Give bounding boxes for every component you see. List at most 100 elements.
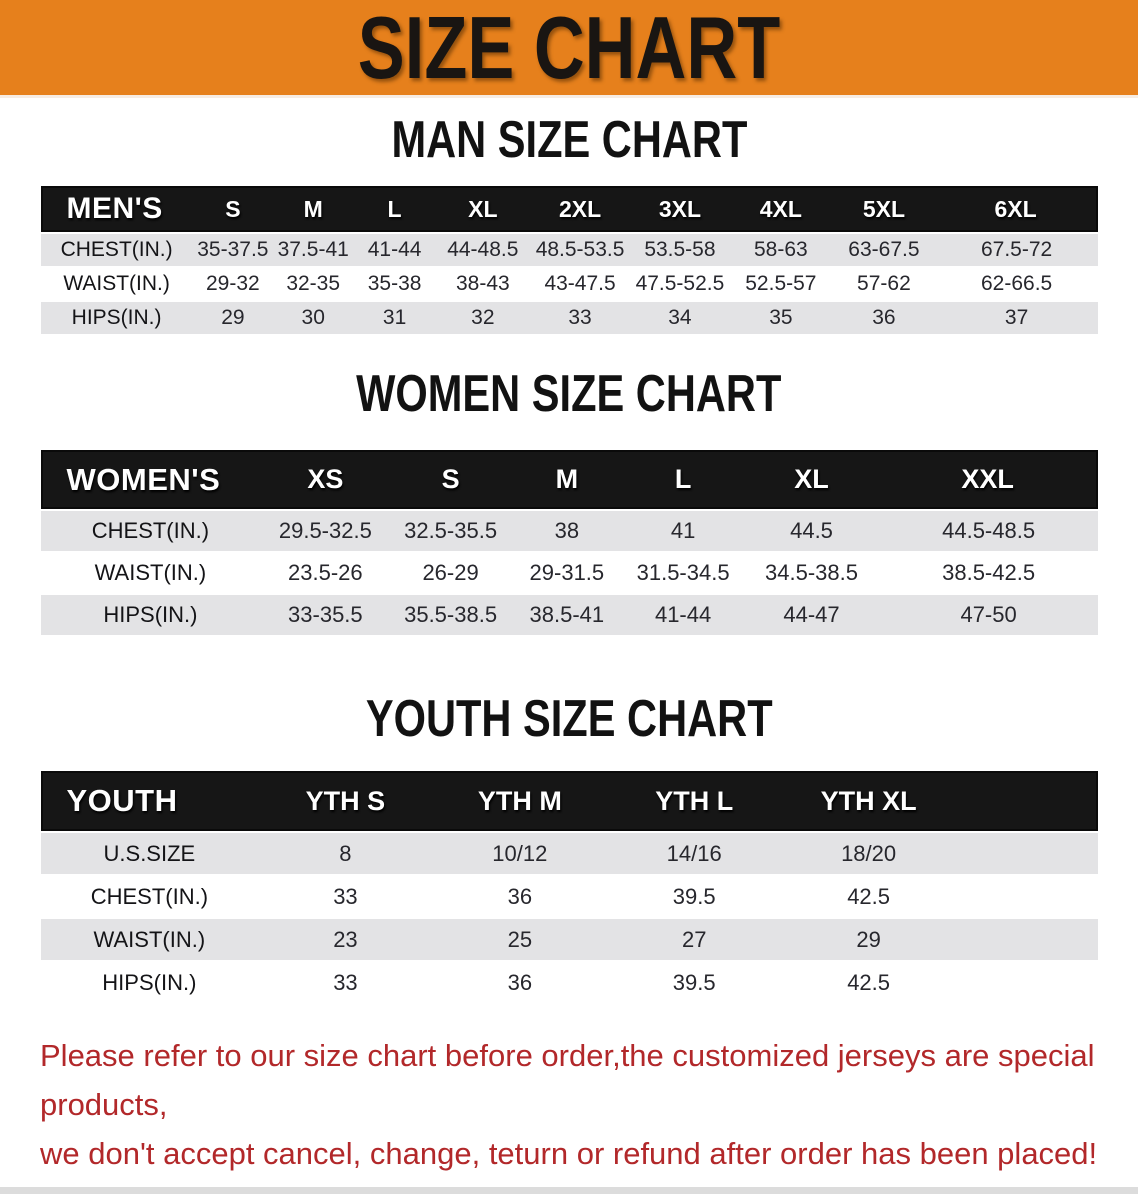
- row-label: HIPS(IN.): [40, 962, 259, 1003]
- size-column-header: M: [273, 186, 354, 232]
- size-value-cell: 31.5-34.5: [622, 553, 744, 593]
- row-label: CHEST(IN.): [40, 511, 261, 551]
- table-row: WAIST(IN.) 23.5-26 26-29 29-31.5 31.5-34.5 34…: [40, 553, 1098, 593]
- notice-line-1: Please refer to our size chart before or…: [40, 1038, 1095, 1122]
- spacer-cell: [955, 833, 1098, 874]
- size-value-cell: 36: [832, 302, 936, 334]
- size-value-cell: 53.5-58: [630, 234, 730, 266]
- size-value-cell: 8: [258, 833, 433, 874]
- table-header-row: YOUTH YTH S YTH M YTH L YTH XL: [40, 771, 1098, 831]
- size-value-cell: 29: [781, 919, 956, 960]
- size-value-cell: 44-48.5: [435, 234, 530, 266]
- row-label: U.S.SIZE: [40, 833, 259, 874]
- size-value-cell: 41-44: [622, 595, 744, 635]
- size-value-cell: 32.5-35.5: [390, 511, 511, 551]
- size-value-cell: 36: [432, 962, 608, 1003]
- size-value-cell: 35-37.5: [192, 234, 274, 266]
- size-value-cell: 41: [622, 511, 744, 551]
- size-column-header: S: [192, 186, 274, 232]
- size-value-cell: 38.5-42.5: [879, 553, 1098, 593]
- table-row: U.S.SIZE 8 10/12 14/16 18/20: [40, 833, 1098, 874]
- table-header-row: MEN'S S M L XL 2XL 3XL 4XL 5XL 6XL: [40, 186, 1098, 232]
- size-column-header: 5XL: [832, 186, 936, 232]
- table-row: WAIST(IN.) 23 25 27 29: [40, 919, 1098, 960]
- size-column-header: 3XL: [630, 186, 730, 232]
- size-value-cell: 43-47.5: [529, 268, 631, 300]
- size-value-cell: 37: [935, 302, 1098, 334]
- size-value-cell: 44.5-48.5: [879, 511, 1098, 551]
- row-label: HIPS(IN.): [40, 302, 193, 334]
- size-value-cell: 32-35: [273, 268, 354, 300]
- size-value-cell: 35.5-38.5: [390, 595, 511, 635]
- size-value-cell: 30: [273, 302, 354, 334]
- size-value-cell: 29-31.5: [510, 553, 623, 593]
- size-value-cell: 47.5-52.5: [630, 268, 730, 300]
- size-value-cell: 57-62: [832, 268, 936, 300]
- size-column-header: L: [622, 450, 744, 509]
- size-value-cell: 29.5-32.5: [260, 511, 391, 551]
- youth-size-section: YOUTH SIZE CHART YOUTH YTH S YTH M YTH L YTH…: [0, 691, 1138, 1005]
- size-column-header: M: [510, 450, 623, 509]
- spacer-header-cell: [955, 771, 1098, 831]
- size-column-header: XXL: [879, 450, 1098, 509]
- size-value-cell: 33: [258, 876, 433, 917]
- youth-section-heading: YOUTH SIZE CHART: [0, 691, 1138, 747]
- table-row: CHEST(IN.) 35-37.5 37.5-41 41-44 44-48.5 48.5…: [40, 234, 1098, 266]
- size-column-header: XS: [260, 450, 391, 509]
- row-label: WAIST(IN.): [40, 268, 193, 300]
- size-value-cell: 38-43: [435, 268, 530, 300]
- men-size-section: MAN SIZE CHART MEN'S S M L XL 2XL 3XL 4XL 5XL 6XL…: [0, 112, 1138, 336]
- size-value-cell: 62-66.5: [935, 268, 1098, 300]
- size-column-header: XL: [435, 186, 530, 232]
- page-title-text: SIZE CHART: [357, 0, 781, 97]
- size-value-cell: 29-32: [192, 268, 274, 300]
- women-size-section: WOMEN SIZE CHART WOMEN'S XS S M L XL XXL CHEST(…: [0, 366, 1138, 637]
- page-title: SIZE CHART: [305, 0, 833, 97]
- table-row: HIPS(IN.) 33 36 39.5 42.5: [40, 962, 1098, 1003]
- size-value-cell: 39.5: [607, 962, 782, 1003]
- row-label: HIPS(IN.): [40, 595, 261, 635]
- size-column-header: YTH M: [432, 771, 608, 831]
- size-value-cell: 34: [630, 302, 730, 334]
- women-section-heading-text: WOMEN SIZE CHART: [356, 365, 782, 423]
- footer-notice: Please refer to our size chart before or…: [40, 1031, 1138, 1178]
- table-title-cell: MEN'S: [40, 186, 193, 232]
- table-title-cell: YOUTH: [40, 771, 259, 831]
- size-value-cell: 25: [432, 919, 608, 960]
- men-size-table: MEN'S S M L XL 2XL 3XL 4XL 5XL 6XL CHEST(IN.) 35-37…: [40, 184, 1098, 336]
- table-header-row: WOMEN'S XS S M L XL XXL: [40, 450, 1098, 509]
- table-row: HIPS(IN.) 33-35.5 35.5-38.5 38.5-41 41-44 44-…: [40, 595, 1098, 635]
- size-value-cell: 26-29: [390, 553, 511, 593]
- row-label: CHEST(IN.): [40, 876, 259, 917]
- size-column-header: 6XL: [935, 186, 1098, 232]
- size-value-cell: 34.5-38.5: [743, 553, 880, 593]
- table-row: HIPS(IN.) 29 30 31 32 33 34 35 36 37: [40, 302, 1098, 334]
- size-column-header: YTH L: [607, 771, 782, 831]
- size-value-cell: 41-44: [353, 234, 436, 266]
- size-value-cell: 39.5: [607, 876, 782, 917]
- size-value-cell: 18/20: [781, 833, 956, 874]
- table-row: CHEST(IN.) 33 36 39.5 42.5: [40, 876, 1098, 917]
- men-section-heading: MAN SIZE CHART: [0, 112, 1138, 168]
- spacer-cell: [955, 919, 1098, 960]
- size-value-cell: 35: [729, 302, 833, 334]
- size-value-cell: 48.5-53.5: [529, 234, 631, 266]
- row-label: CHEST(IN.): [40, 234, 193, 266]
- size-value-cell: 32: [435, 302, 530, 334]
- size-value-cell: 52.5-57: [729, 268, 833, 300]
- size-column-header: 2XL: [529, 186, 631, 232]
- youth-size-table: YOUTH YTH S YTH M YTH L YTH XL U.S.SIZE 8 10/12…: [40, 769, 1098, 1005]
- size-value-cell: 33: [529, 302, 631, 334]
- bottom-edge-strip: [0, 1187, 1138, 1194]
- size-value-cell: 38.5-41: [510, 595, 623, 635]
- size-column-header: YTH XL: [781, 771, 956, 831]
- youth-section-heading-text: YOUTH SIZE CHART: [365, 690, 773, 748]
- size-value-cell: 33: [258, 962, 433, 1003]
- table-row: CHEST(IN.) 29.5-32.5 32.5-35.5 38 41 44.5 44.5…: [40, 511, 1098, 551]
- size-value-cell: 58-63: [729, 234, 833, 266]
- size-value-cell: 63-67.5: [832, 234, 936, 266]
- size-value-cell: 14/16: [607, 833, 782, 874]
- women-size-table: WOMEN'S XS S M L XL XXL CHEST(IN.) 29.5-32.5 32.5…: [40, 448, 1098, 637]
- men-section-heading-text: MAN SIZE CHART: [391, 111, 747, 169]
